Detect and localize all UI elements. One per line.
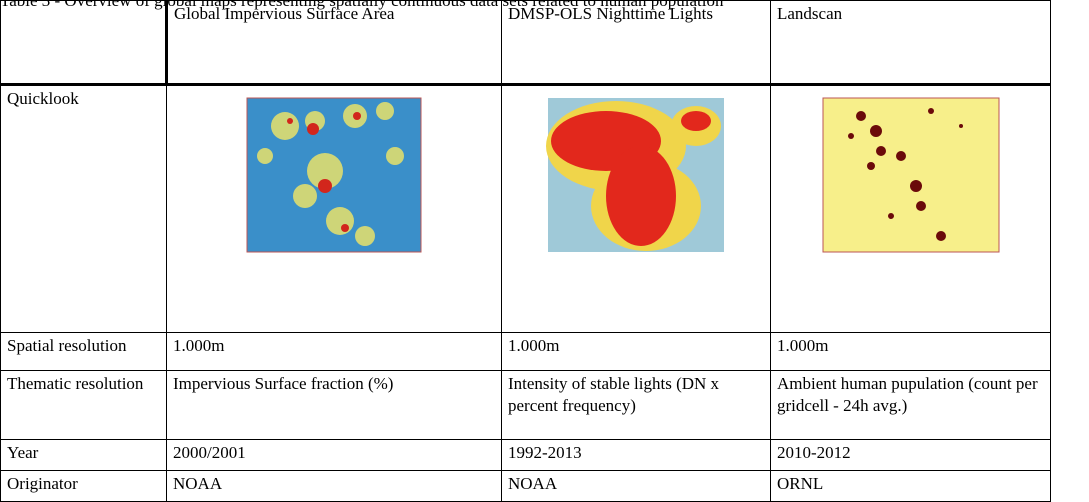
cell: NOAA xyxy=(502,471,771,502)
page: {"caption": "Table 3 - Overview of globa… xyxy=(0,0,1089,498)
quicklook-dmsp xyxy=(546,96,726,254)
cell xyxy=(502,85,771,333)
cell: 2000/2001 xyxy=(167,440,502,471)
cell xyxy=(771,85,1051,333)
row: Originator NOAA NOAA ORNL xyxy=(1,471,1051,502)
cell: 1.000m xyxy=(771,333,1051,371)
cell: NOAA xyxy=(167,471,502,502)
overview-table: Global Impervious Surface Area DMSP-OLS … xyxy=(0,0,1051,502)
header-cell xyxy=(1,1,167,85)
header-cell: Global Impervious Surface Area xyxy=(167,1,502,85)
quicklook-gisa xyxy=(245,96,423,254)
cell: 1.000m xyxy=(167,333,502,371)
row-header: Quicklook xyxy=(1,85,167,333)
cell xyxy=(167,85,502,333)
row-header: Thematic resolution xyxy=(1,371,167,440)
cell: 1.000m xyxy=(502,333,771,371)
header-row: Global Impervious Surface Area DMSP-OLS … xyxy=(1,1,1051,85)
header-cell: Landscan xyxy=(771,1,1051,85)
cell: ORNL xyxy=(771,471,1051,502)
quicklook-landscan xyxy=(821,96,1001,254)
cell: Ambient human pupulation (count per grid… xyxy=(771,371,1051,440)
row-header: Year xyxy=(1,440,167,471)
row: Quicklook xyxy=(1,85,1051,333)
row-header: Originator xyxy=(1,471,167,502)
row-header: Spatial resolution xyxy=(1,333,167,371)
row: Year 2000/2001 1992-2013 2010-2012 xyxy=(1,440,1051,471)
cell: 2010-2012 xyxy=(771,440,1051,471)
cell: Impervious Surface fraction (%) xyxy=(167,371,502,440)
row: Thematic resolution Impervious Surface f… xyxy=(1,371,1051,440)
cell: Intensity of stable lights (DN x percent… xyxy=(502,371,771,440)
cell: 1992-2013 xyxy=(502,440,771,471)
header-cell: DMSP-OLS Nighttime Lights xyxy=(502,1,771,85)
row: Spatial resolution 1.000m 1.000m 1.000m xyxy=(1,333,1051,371)
